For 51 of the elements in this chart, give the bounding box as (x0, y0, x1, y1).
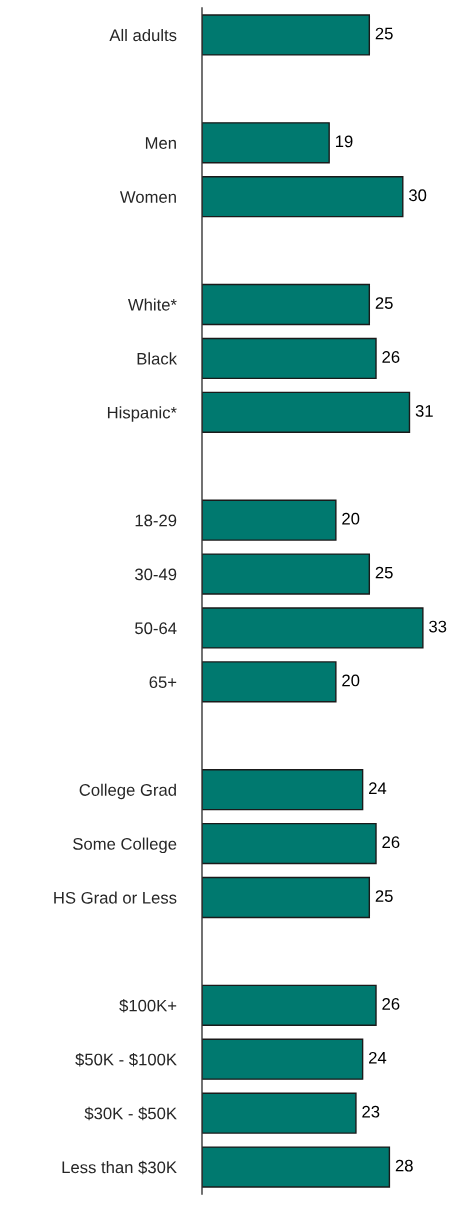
y-tick-label: 65+ (149, 676, 177, 689)
data-label: 19 (335, 135, 353, 148)
data-label: 23 (362, 1105, 380, 1118)
data-label: 24 (369, 1051, 387, 1064)
y-tick-label: Some College (73, 837, 177, 854)
data-label: 24 (369, 782, 387, 794)
data-label: 26 (382, 997, 400, 1010)
bar (202, 769, 364, 811)
y-tick-label: Women (119, 191, 176, 203)
y-tick-label: $30K - $50K (84, 1106, 177, 1121)
bar (202, 607, 424, 649)
y-tick-label: $50K - $100K (75, 1052, 177, 1067)
y-tick-label: College Grad (79, 783, 176, 800)
data-label: 26 (382, 836, 400, 849)
bar (202, 391, 411, 433)
bar (202, 499, 337, 541)
data-label: 25 (375, 297, 393, 309)
bar (202, 1092, 357, 1134)
data-label: 33 (429, 620, 447, 633)
data-label: 25 (375, 566, 393, 579)
y-tick-label: 30-49 (135, 568, 177, 581)
data-label: 31 (415, 404, 433, 417)
bar (202, 822, 377, 865)
bar (202, 661, 337, 703)
data-label: 25 (375, 27, 393, 40)
bar (202, 1038, 364, 1080)
y-tick-label: Men (145, 137, 176, 149)
y-tick-label: HS Grad or Less (54, 891, 177, 904)
bar (202, 176, 404, 218)
bar (202, 14, 371, 56)
y-tick-label: Less than $30K (62, 1160, 177, 1175)
data-label: 25 (375, 890, 393, 902)
data-label: 28 (395, 1159, 413, 1172)
bar (202, 553, 371, 595)
bar (202, 337, 377, 380)
y-tick-label: Hispanic* (107, 406, 177, 422)
data-label: 20 (342, 674, 360, 687)
bar (202, 1146, 391, 1188)
data-label: 20 (342, 512, 360, 525)
bar (202, 876, 371, 919)
bar (202, 283, 371, 326)
data-label: 30 (408, 189, 427, 202)
bar (202, 984, 377, 1026)
y-tick-label: $100K+ (119, 999, 177, 1013)
y-tick-label: 18-29 (135, 514, 177, 527)
bar (202, 122, 330, 164)
y-tick-label: Black (137, 352, 178, 365)
y-tick-label: White* (127, 298, 177, 311)
y-tick-label: 50-64 (135, 622, 177, 635)
data-label: 26 (382, 351, 400, 363)
y-tick-label: All adults (109, 28, 177, 42)
